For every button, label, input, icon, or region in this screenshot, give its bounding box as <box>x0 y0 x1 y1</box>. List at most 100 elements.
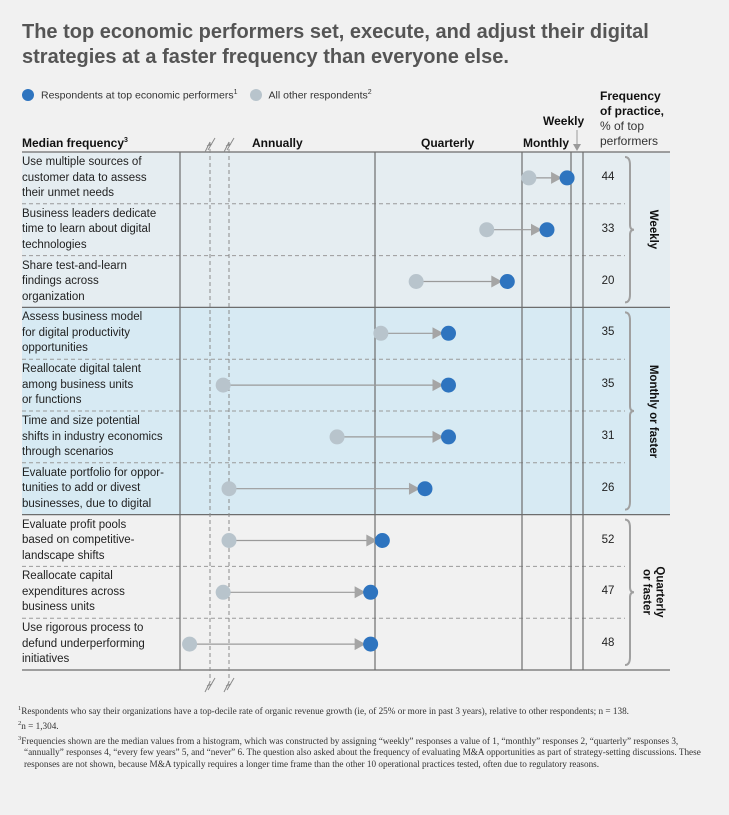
legend-label-top-performers: Respondents at top economic performers1 <box>41 89 238 102</box>
group-brace-icon <box>624 311 635 511</box>
row-label-line: findings across <box>22 275 99 288</box>
x-tick-weekly: Weekly <box>543 114 585 128</box>
dot-top-performers <box>499 274 515 289</box>
frequency-percent-value: 44 <box>601 170 615 183</box>
row-label-line: Evaluate profit pools <box>22 518 127 531</box>
dot-other-respondents <box>373 325 389 341</box>
row-label-line: for digital productivity <box>22 326 131 339</box>
row-label: Use multiple sources of customer data to … <box>22 155 180 202</box>
header-median-frequency: Median frequency3 <box>22 136 128 150</box>
row-label-line: opportunities <box>22 342 88 355</box>
frequency-percent-value: 20 <box>601 274 615 287</box>
frequency-percent-value: 33 <box>601 222 615 235</box>
row-label-line: initiatives <box>22 653 70 666</box>
group-brace-icon <box>624 518 635 666</box>
frequency-percent-value: 52 <box>601 533 615 546</box>
frequency-percent-value: 35 <box>601 326 615 339</box>
connector-arrowhead-icon <box>366 534 378 547</box>
dot-top-performers <box>539 222 555 238</box>
row-label-line: Share test-and-learn <box>22 259 127 272</box>
row-label-line: Evaluate portfolio for oppor- <box>22 466 164 479</box>
footnote-1: 1Respondents who say their organizations… <box>18 705 629 717</box>
connector-arrowhead-icon <box>530 223 542 236</box>
frequency-percent-value: 35 <box>601 378 615 391</box>
row-label: Assess business model for digital product… <box>22 310 180 357</box>
group-label: Monthly or faster <box>646 364 659 458</box>
dot-other-respondents <box>215 377 231 393</box>
row-label: Time and size potential shifts in industr… <box>22 414 180 461</box>
row-label-line: businesses, due to digital <box>22 497 152 510</box>
connector-arrowhead-icon <box>432 327 444 340</box>
axis-break-mark-icon <box>223 137 235 153</box>
legend-swatch-other-respondents <box>249 89 262 102</box>
row-label-line: Reallocate capital <box>22 570 113 583</box>
connector-arrowhead-icon <box>432 430 444 443</box>
group-brace-icon <box>624 156 635 304</box>
dot-top-performers <box>559 170 575 186</box>
connector-arrowhead-icon <box>432 379 444 392</box>
row-label-line: expenditures across <box>22 585 125 598</box>
legend-swatch-top-performers <box>22 89 34 102</box>
dot-top-performers <box>374 533 390 548</box>
row-label-line: Time and size potential <box>22 415 140 427</box>
row-label-line: based on competitive- <box>22 534 135 547</box>
row-label-line: among business units <box>22 378 134 391</box>
chart-title: The top economic performers set, execute… <box>22 21 649 68</box>
row-label-line: business units <box>22 601 95 614</box>
dot-other-respondents <box>521 170 537 186</box>
row-label-line: customer data to assess <box>22 171 147 184</box>
legend: Respondents at top economic performers1 … <box>22 89 384 102</box>
footnote-3: 3Frequencies shown are the median values… <box>18 734 701 769</box>
legend-item-other-respondents: All other respondents2 <box>249 89 372 102</box>
row-label: Use rigorous process to defund underperfo… <box>22 621 180 668</box>
dot-top-performers <box>441 429 456 445</box>
footnotes: 1Respondents who say their organizations… <box>18 703 708 771</box>
dot-top-performers <box>417 481 433 497</box>
row-label-line: organization <box>22 290 85 303</box>
freq-header-line-2: of practice, <box>600 104 665 118</box>
legend-item-top-performers: Respondents at top economic performers1 <box>22 89 238 102</box>
row-label-line: Business leaders dedicate <box>22 207 157 220</box>
header-frequency-of-practice: Frequency of practice, % of top performe… <box>600 89 664 149</box>
dot-other-respondents <box>329 429 345 445</box>
row-label: Reallocate digital talent among business … <box>22 362 180 409</box>
row-label-line: defund underperforming <box>22 637 145 650</box>
dot-top-performers <box>441 377 456 393</box>
row-label: Business leaders dedicate time to learn a… <box>22 207 180 254</box>
row-label-line: Reallocate digital talent <box>22 363 141 376</box>
row-label-line: Use rigorous process to <box>22 622 144 635</box>
row-label: Evaluate portfolio for oppor-tunities to… <box>22 466 180 513</box>
connector-arrowhead-icon <box>354 638 366 651</box>
frequency-percent-value: 26 <box>601 481 615 494</box>
freq-header-line-4: performers <box>600 134 659 148</box>
connector-arrowhead-icon <box>408 482 420 495</box>
frequency-percent-value: 48 <box>601 637 615 650</box>
frequency-percent-value: 31 <box>601 429 615 442</box>
row-label-line: Use multiple sources of <box>22 156 142 168</box>
row-label: Reallocate capital expenditures across bus… <box>22 569 180 616</box>
row-label-line: tunities to add or divest <box>22 482 141 495</box>
freq-header-line-3: % of top <box>600 119 645 133</box>
freq-header-line-1: Frequency <box>600 89 661 103</box>
row-label-line: Assess business model <box>22 311 143 324</box>
x-tick-monthly: Monthly <box>523 136 569 150</box>
axis-break-mark-icon <box>204 137 216 153</box>
dot-other-respondents <box>182 636 198 652</box>
dot-top-performers <box>441 325 456 341</box>
row-label-line: technologies <box>22 238 87 251</box>
legend-label-other-respondents: All other respondents2 <box>268 89 372 102</box>
group-label: Quarterly or faster <box>640 566 666 618</box>
row-label-line: their unmet needs <box>22 187 115 199</box>
row-label: Evaluate profit pools based on competitiv… <box>22 518 180 565</box>
row-label-line: landscape shifts <box>22 549 105 562</box>
axis-break-mark-icon <box>204 677 216 693</box>
connector-arrowhead-icon <box>491 275 503 288</box>
row-label-line: through scenarios <box>22 446 114 458</box>
row-label: Share test-and-learn findings across organ… <box>22 259 180 306</box>
dot-other-respondents <box>221 533 237 548</box>
connector-arrowhead-icon <box>354 586 366 599</box>
x-tick-annually: Annually <box>252 136 303 150</box>
row-label-line: or functions <box>22 394 82 407</box>
weekly-pointer-arrow-icon <box>573 144 581 151</box>
row-label-line: time to learn about digital <box>22 223 151 236</box>
